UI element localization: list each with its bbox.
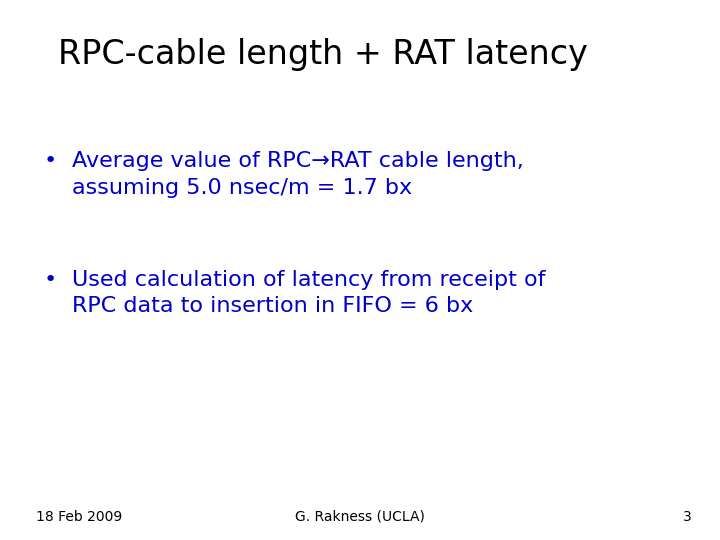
- Text: 18 Feb 2009: 18 Feb 2009: [36, 510, 122, 524]
- Text: 3: 3: [683, 510, 691, 524]
- Text: •: •: [43, 270, 56, 290]
- Text: Used calculation of latency from receipt of
RPC data to insertion in FIFO = 6 bx: Used calculation of latency from receipt…: [72, 270, 546, 316]
- Text: G. Rakness (UCLA): G. Rakness (UCLA): [295, 510, 425, 524]
- Text: •: •: [43, 151, 56, 171]
- Text: Average value of RPC→RAT cable length,
assuming 5.0 nsec/m = 1.7 bx: Average value of RPC→RAT cable length, a…: [72, 151, 523, 198]
- Text: RPC-cable length + RAT latency: RPC-cable length + RAT latency: [58, 38, 588, 71]
